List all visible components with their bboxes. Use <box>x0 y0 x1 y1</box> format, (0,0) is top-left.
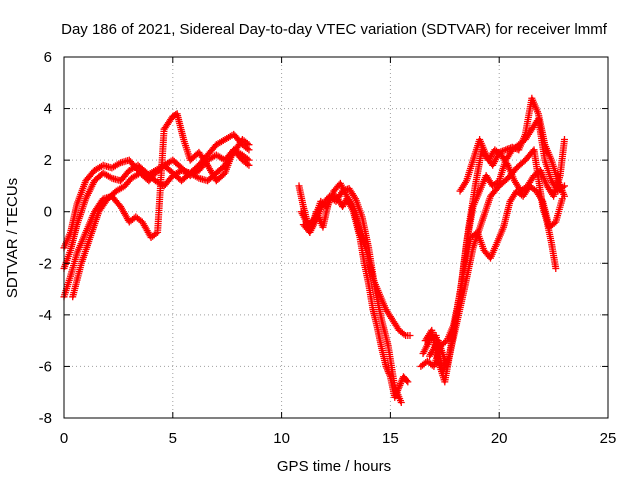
data-point <box>397 399 405 407</box>
y-tick-label: 6 <box>44 49 52 66</box>
data-point <box>245 146 253 154</box>
data-points <box>60 94 568 407</box>
y-tick-label: -6 <box>39 358 52 375</box>
data-point <box>245 161 253 169</box>
data-point <box>560 136 568 144</box>
series-track-7 <box>299 185 405 407</box>
x-tick-label: 15 <box>382 430 399 447</box>
chart-title: Day 186 of 2021, Sidereal Day-to-day VTE… <box>61 21 608 38</box>
series-track-4 <box>69 130 253 301</box>
plot-frame <box>63 56 609 419</box>
data-point <box>243 160 251 168</box>
axis-ticks: 0 5 10 15 20 25 -8 -6 -4 -2 0 2 4 6 <box>39 49 617 447</box>
data-point <box>243 145 251 153</box>
x-tick-label: 25 <box>600 430 617 447</box>
y-axis-label: SDTVAR / TECUs <box>4 178 21 298</box>
data-point <box>404 378 412 386</box>
data-point <box>400 330 408 338</box>
data-point <box>406 331 414 339</box>
series-track-12 <box>456 94 568 200</box>
data-point <box>552 264 560 272</box>
series-track-11 <box>426 146 560 370</box>
data-point <box>403 377 411 385</box>
y-tick-label: 4 <box>44 101 52 118</box>
x-axis-label: GPS time / hours <box>277 458 391 475</box>
y-tick-label: -8 <box>39 410 52 427</box>
y-tick-label: 2 <box>44 152 52 169</box>
x-tick-label: 5 <box>169 430 177 447</box>
grid-lines <box>64 57 608 418</box>
x-tick-label: 10 <box>273 430 290 447</box>
y-tick-label: -4 <box>39 307 52 324</box>
y-tick-label: -2 <box>39 255 52 272</box>
y-tick-label: 0 <box>44 204 52 221</box>
x-tick-label: 20 <box>491 430 508 447</box>
x-tick-label: 0 <box>60 430 68 447</box>
data-point <box>560 192 568 200</box>
